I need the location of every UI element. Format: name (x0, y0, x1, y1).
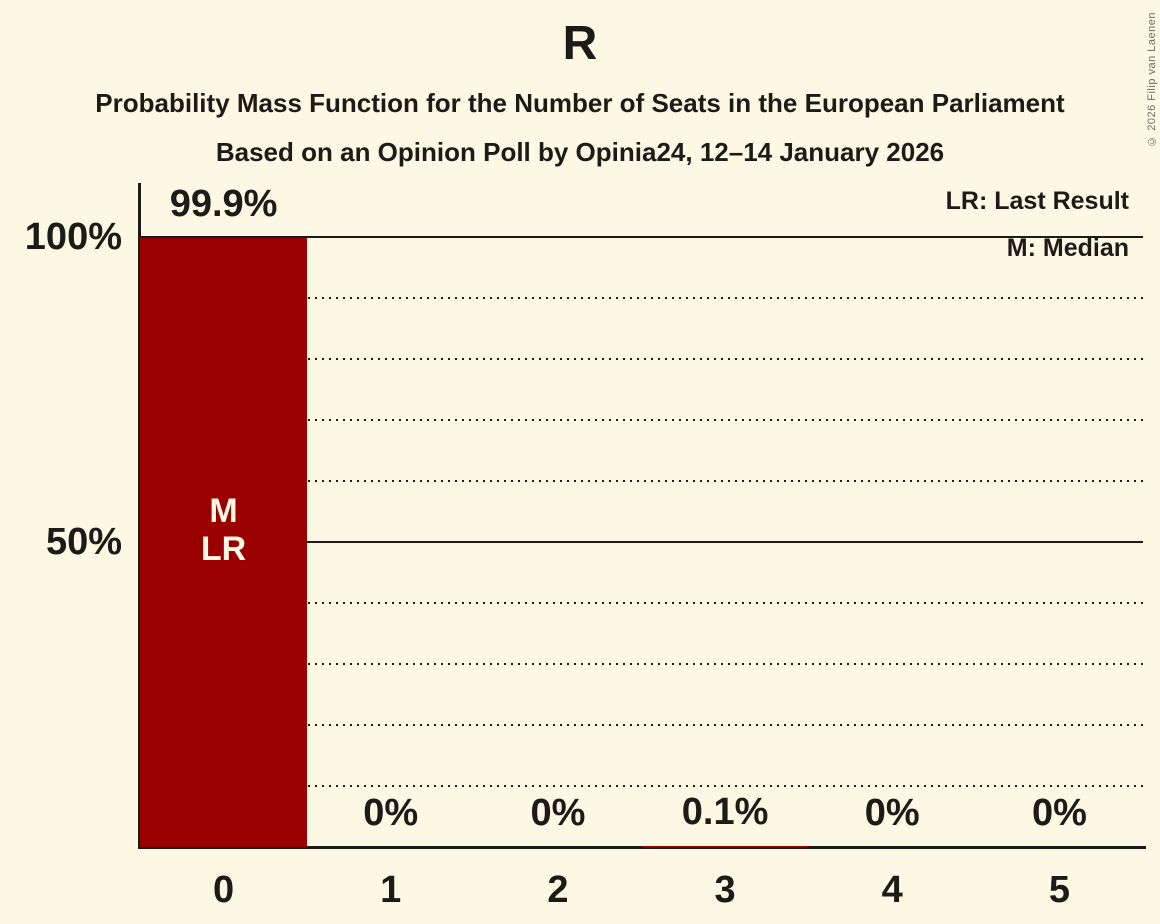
value-label-0: 99.9% (169, 182, 278, 225)
x-tick-label-1: 1 (380, 869, 402, 911)
gridline-solid-100 (140, 236, 1143, 238)
gridline-dotted-70 (140, 419, 1143, 421)
x-tick-label-3: 3 (714, 869, 736, 911)
plot-area: LR: Last Result M: Median M LR 99.9% 0% 0% 0.… (140, 183, 1143, 847)
chart-title: R (562, 17, 598, 70)
bar-seats-0 (140, 237, 308, 847)
y-tick-label-100: 100% (24, 216, 122, 258)
y-tick-label-50: 50% (45, 521, 122, 563)
gridline-dotted-20 (140, 724, 1143, 726)
chart-subtitle: Probability Mass Function for the Number… (95, 88, 1065, 118)
bar-annotation-line: M (209, 492, 238, 531)
gridline-dotted-10 (140, 785, 1143, 787)
x-tick-label-4: 4 (881, 869, 903, 911)
chart-source-line: Based on an Opinion Poll by Opinia24, 12… (215, 137, 945, 167)
value-label-3: 0.1% (681, 791, 769, 834)
x-axis-line (138, 846, 1146, 849)
value-label-1: 0% (363, 792, 419, 834)
copyright-text: © 2026 Filip van Laenen (1146, 12, 1158, 147)
gridline-solid-50 (140, 541, 1143, 543)
x-tick-label-2: 2 (547, 869, 569, 911)
legend-median: M: Median (1006, 234, 1129, 262)
gridline-dotted-90 (140, 297, 1143, 299)
gridline-dotted-30 (140, 663, 1143, 665)
bar-annotation-line: LR (200, 530, 247, 569)
value-label-5: 0% (1031, 792, 1087, 834)
value-label-2: 0% (530, 792, 586, 834)
value-label-4: 0% (864, 792, 920, 834)
x-tick-label-0: 0 (213, 869, 235, 911)
y-axis-line (138, 183, 141, 849)
gridline-dotted-80 (140, 358, 1143, 360)
bar-annotation-0: M LR (140, 492, 307, 568)
gridline-dotted-60 (140, 480, 1143, 482)
gridline-dotted-40 (140, 602, 1143, 604)
x-tick-label-5: 5 (1048, 869, 1070, 911)
legend-last-result: LR: Last Result (945, 187, 1129, 215)
bar-seats-3 (641, 846, 809, 847)
